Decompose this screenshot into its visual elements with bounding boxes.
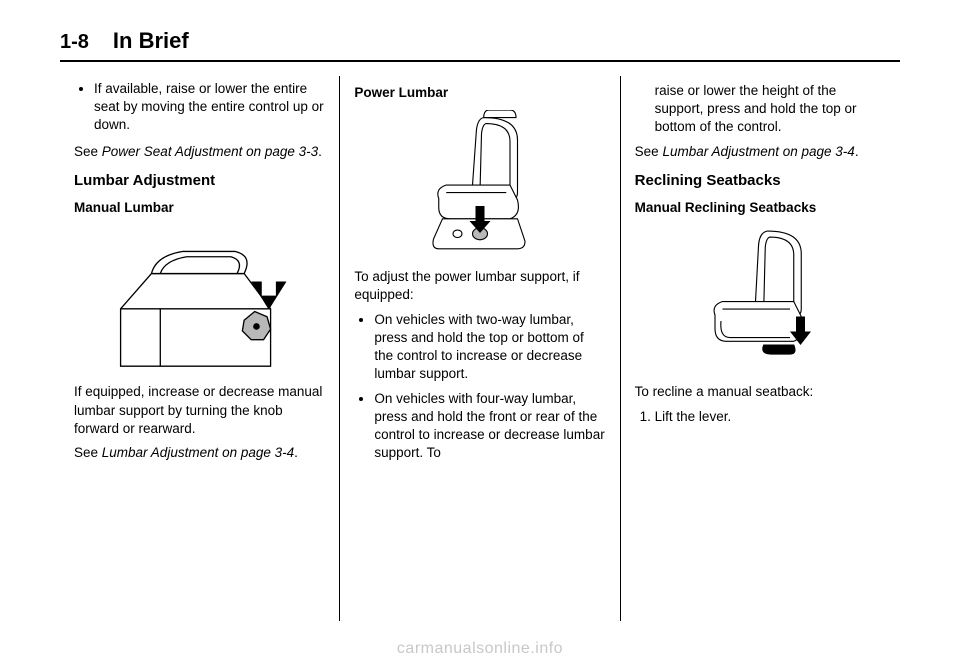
col3-subheading-manual-reclining: Manual Reclining Seatbacks: [635, 199, 886, 217]
col2-bullets: On vehicles with two-way lumbar, press a…: [354, 311, 605, 463]
manual-reclining-figure: [675, 225, 845, 375]
col1-bullet-1: If available, raise or lower the entire …: [94, 80, 325, 135]
col3-step-1: Lift the lever.: [655, 408, 886, 426]
col2-subheading-power: Power Lumbar: [354, 84, 605, 102]
page-header: 1-8 In Brief: [60, 28, 900, 62]
see-suffix: .: [855, 144, 859, 159]
see-ref: Lumbar Adjustment on page 3-4: [662, 144, 854, 159]
col3-continuation: raise or lower the height of the support…: [655, 82, 886, 137]
see-suffix: .: [318, 144, 322, 159]
column-2: Power Lumbar: [339, 76, 619, 621]
col1-see-2: See Lumbar Adjustment on page 3-4.: [74, 444, 325, 462]
col2-bullet-1: On vehicles with two-way lumbar, press a…: [374, 311, 605, 384]
page-number: 1-8: [60, 31, 89, 54]
col1-bullets: If available, raise or lower the entire …: [74, 80, 325, 135]
col3-body-1: To recline a manual seatback:: [635, 383, 886, 401]
col2-body-1: To adjust the power lumbar support, if e…: [354, 268, 605, 304]
see-prefix: See: [74, 144, 102, 159]
see-ref: Power Seat Adjustment on page 3-3: [102, 144, 318, 159]
col3-heading-reclining: Reclining Seatbacks: [635, 171, 886, 191]
section-title: In Brief: [113, 28, 189, 54]
see-prefix: See: [635, 144, 663, 159]
col1-heading-lumbar: Lumbar Adjustment: [74, 171, 325, 191]
watermark: carmanualsonline.info: [0, 640, 960, 658]
col2-bullet-2: On vehicles with four-way lumbar, press …: [374, 390, 605, 463]
see-suffix: .: [294, 445, 298, 460]
column-1: If available, raise or lower the entire …: [60, 76, 339, 621]
col1-subheading-manual: Manual Lumbar: [74, 199, 325, 217]
col3-steps: Lift the lever.: [635, 408, 886, 426]
manual-lumbar-figure: [100, 225, 300, 375]
col1-body-1: If equipped, increase or decrease manual…: [74, 383, 325, 438]
column-3: raise or lower the height of the support…: [620, 76, 900, 621]
power-lumbar-figure: [380, 110, 580, 260]
see-ref: Lumbar Adjustment on page 3-4: [102, 445, 294, 460]
columns: If available, raise or lower the entire …: [60, 76, 900, 621]
col3-see-1: See Lumbar Adjustment on page 3-4.: [635, 143, 886, 161]
page: 1-8 In Brief If available, raise or lowe…: [0, 0, 960, 672]
see-prefix: See: [74, 445, 102, 460]
col1-see-1: See Power Seat Adjustment on page 3-3.: [74, 143, 325, 161]
